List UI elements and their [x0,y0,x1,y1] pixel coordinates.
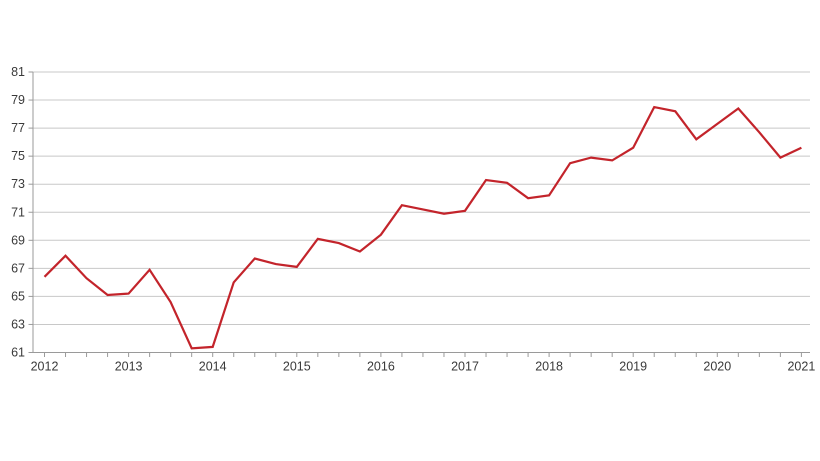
y-axis-tick-label: 69 [11,233,25,247]
y-axis-tick-label: 63 [11,317,25,331]
x-axis-tick-label: 2017 [451,360,479,374]
y-axis-tick-label: 61 [11,346,25,360]
x-axis-tick-label: 2013 [115,360,143,374]
x-axis-tick-label: 2016 [367,360,395,374]
x-axis-tick-label: 2015 [283,360,311,374]
x-axis-tick-label: 2018 [535,360,563,374]
y-axis-tick-label: 71 [11,205,25,219]
data-line-series [43,105,802,350]
y-axis-tick-label: 73 [11,177,25,191]
x-axis-tick-label: 2012 [31,360,59,374]
y-axis-tick-label: 67 [11,261,25,275]
y-axis-tick-label: 79 [11,93,25,107]
x-axis-tick-label: 2014 [199,360,227,374]
y-axis-tick-label: 81 [11,65,25,79]
x-axis-tick-label: 2019 [619,360,647,374]
y-axis-tick-label: 65 [11,289,25,303]
x-axis-tick-label: 2020 [703,360,731,374]
x-axis-tick-label: 2021 [787,360,815,374]
y-axis-tick-label: 75 [11,149,25,163]
y-axis-tick-label: 77 [11,121,25,135]
